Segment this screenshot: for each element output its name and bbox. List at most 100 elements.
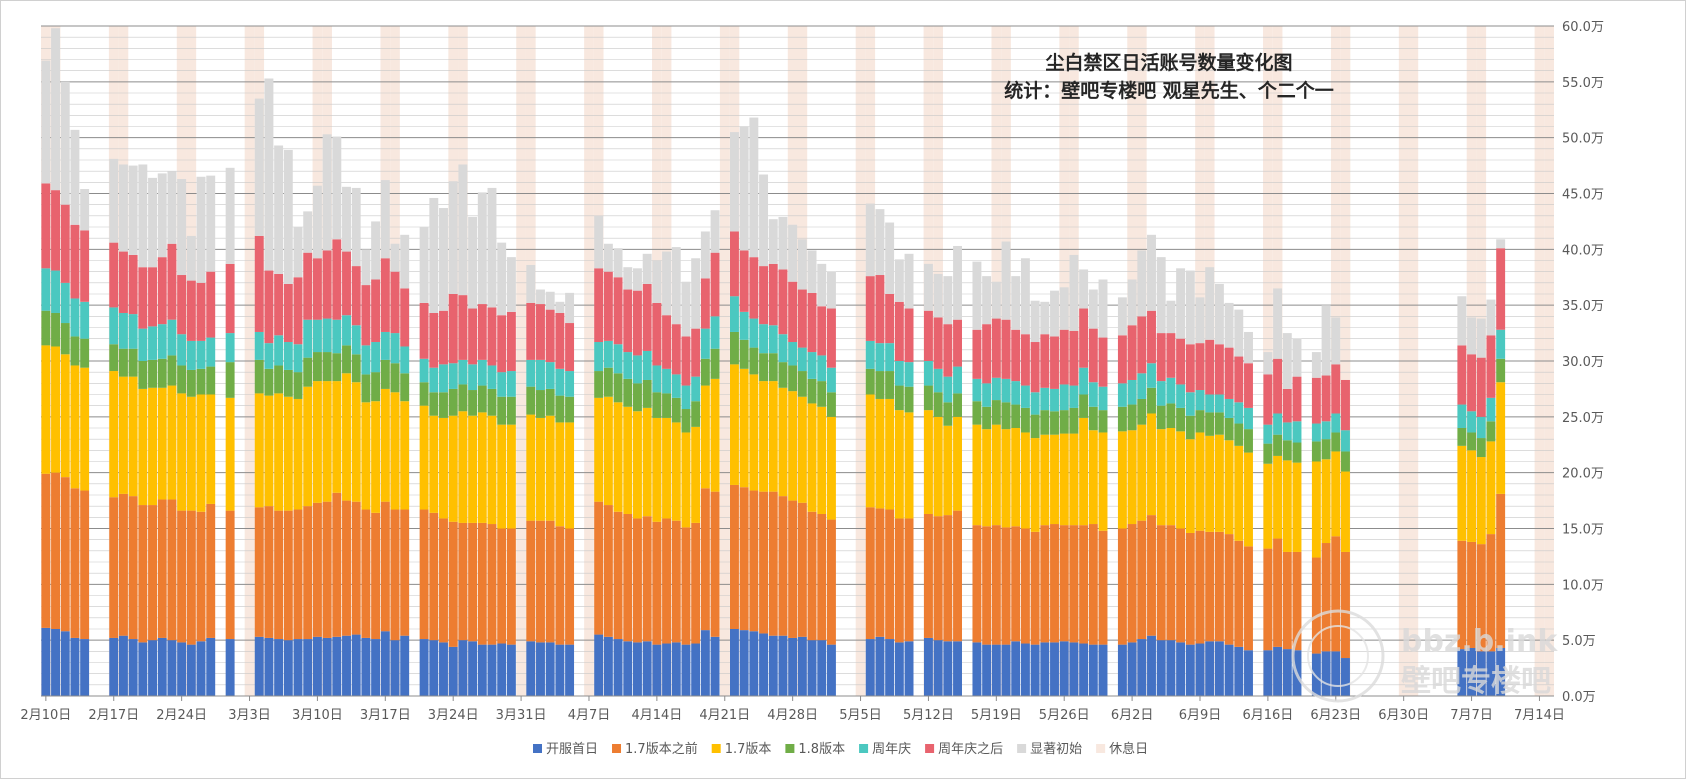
bar-segment bbox=[875, 636, 885, 696]
bar-segment bbox=[662, 417, 672, 519]
bar-segment bbox=[603, 340, 613, 368]
bar-segment bbox=[439, 392, 448, 418]
bar-segment bbox=[1098, 644, 1108, 696]
watermark: bbz.b.ink 壁吧专楼吧 bbox=[1291, 609, 1558, 703]
bar-segment bbox=[1263, 650, 1273, 696]
bar-segment bbox=[1011, 381, 1021, 405]
bar-segment bbox=[1292, 421, 1302, 443]
bar-segment bbox=[943, 402, 953, 426]
bar-segment bbox=[972, 378, 982, 402]
bar-segment bbox=[274, 145, 284, 274]
bar-segment bbox=[662, 393, 672, 418]
bar-segment bbox=[361, 285, 371, 346]
bar-segment bbox=[332, 136, 342, 240]
bar-segment bbox=[1147, 310, 1156, 364]
bar-segment bbox=[148, 359, 157, 388]
bar-segment bbox=[458, 164, 468, 296]
bar-segment bbox=[1166, 333, 1176, 378]
bar-segment bbox=[1166, 403, 1176, 428]
bar-segment bbox=[1476, 544, 1486, 652]
bar-segment bbox=[186, 369, 196, 397]
bar-segment bbox=[1059, 329, 1069, 385]
bar-segment bbox=[1195, 530, 1205, 644]
bar-segment bbox=[594, 215, 604, 269]
bar-segment bbox=[1030, 438, 1040, 532]
bar-segment bbox=[439, 364, 448, 393]
legend-label: 休息日 bbox=[1109, 741, 1148, 757]
bar-segment bbox=[1185, 344, 1195, 393]
bar-segment bbox=[1001, 378, 1011, 403]
bar-segment bbox=[953, 393, 962, 417]
bar-segment bbox=[1496, 248, 1506, 330]
bar-segment bbox=[613, 373, 623, 403]
bar-segment bbox=[1137, 316, 1147, 374]
bar-segment bbox=[594, 634, 604, 696]
bar-segment bbox=[865, 394, 875, 508]
bar-segment bbox=[177, 365, 187, 394]
bar-segment bbox=[1331, 317, 1341, 365]
y-tick-label: 25.0万 bbox=[1562, 411, 1604, 426]
bar-segment bbox=[817, 263, 827, 307]
bar-segment bbox=[768, 325, 778, 354]
bar-segment bbox=[788, 500, 798, 638]
bar-segment bbox=[797, 636, 807, 696]
legend-swatch bbox=[785, 744, 795, 753]
bar-segment bbox=[1292, 338, 1302, 377]
bar-segment bbox=[303, 506, 313, 640]
bar-segment bbox=[342, 345, 351, 374]
bar-segment bbox=[361, 509, 371, 638]
bar-segment bbox=[448, 388, 458, 416]
bar-segment bbox=[526, 520, 536, 642]
bar-segment bbox=[788, 391, 798, 501]
bar-segment bbox=[710, 210, 720, 253]
bar-segment bbox=[206, 637, 216, 696]
bar-segment bbox=[351, 501, 361, 635]
bar-segment bbox=[157, 358, 167, 388]
bar-segment bbox=[342, 500, 351, 636]
bar-segment bbox=[894, 301, 904, 361]
bar-segment bbox=[642, 641, 652, 696]
bar-segment bbox=[458, 295, 468, 360]
bar-segment bbox=[943, 641, 953, 696]
bar-segment bbox=[662, 643, 672, 696]
bar-segment bbox=[274, 510, 284, 640]
bar-segment bbox=[759, 633, 769, 696]
bar-segment bbox=[60, 354, 70, 478]
bar-segment bbox=[186, 340, 196, 370]
bar-segment bbox=[1098, 410, 1108, 433]
bar-segment bbox=[109, 242, 119, 308]
bar-segment bbox=[749, 374, 759, 491]
bar-segment bbox=[923, 263, 933, 311]
bar-segment bbox=[1137, 398, 1147, 425]
bar-segment bbox=[70, 298, 80, 337]
bar-segment bbox=[729, 484, 739, 629]
bar-segment bbox=[148, 505, 157, 641]
bar-segment bbox=[1273, 434, 1283, 456]
bar-segment bbox=[157, 173, 167, 258]
bar-segment bbox=[1496, 647, 1506, 696]
bar-segment bbox=[351, 325, 361, 355]
watermark-line2: 壁吧专楼吧 bbox=[1401, 664, 1551, 699]
bar-segment bbox=[1244, 650, 1253, 696]
bar-segment bbox=[885, 398, 895, 510]
bar-segment bbox=[1457, 428, 1467, 446]
bar-segment bbox=[1098, 337, 1108, 387]
bar-segment bbox=[1292, 551, 1302, 651]
bar-segment bbox=[826, 644, 836, 696]
bar-segment bbox=[1321, 651, 1331, 696]
bar-segment bbox=[788, 365, 798, 392]
bar-segment bbox=[487, 415, 497, 525]
bar-segment bbox=[312, 502, 322, 637]
bar-segment bbox=[1166, 377, 1176, 404]
bar-segment bbox=[807, 250, 817, 293]
bar-segment bbox=[380, 331, 390, 360]
bar-segment bbox=[671, 520, 681, 643]
y-tick-label: 20.0万 bbox=[1562, 467, 1604, 482]
bar-segment bbox=[497, 315, 507, 373]
bar-segment bbox=[652, 521, 662, 645]
bar-segment bbox=[322, 501, 332, 638]
bar-segment bbox=[894, 642, 904, 696]
bar-segment bbox=[633, 355, 642, 384]
bar-segment bbox=[468, 216, 478, 309]
